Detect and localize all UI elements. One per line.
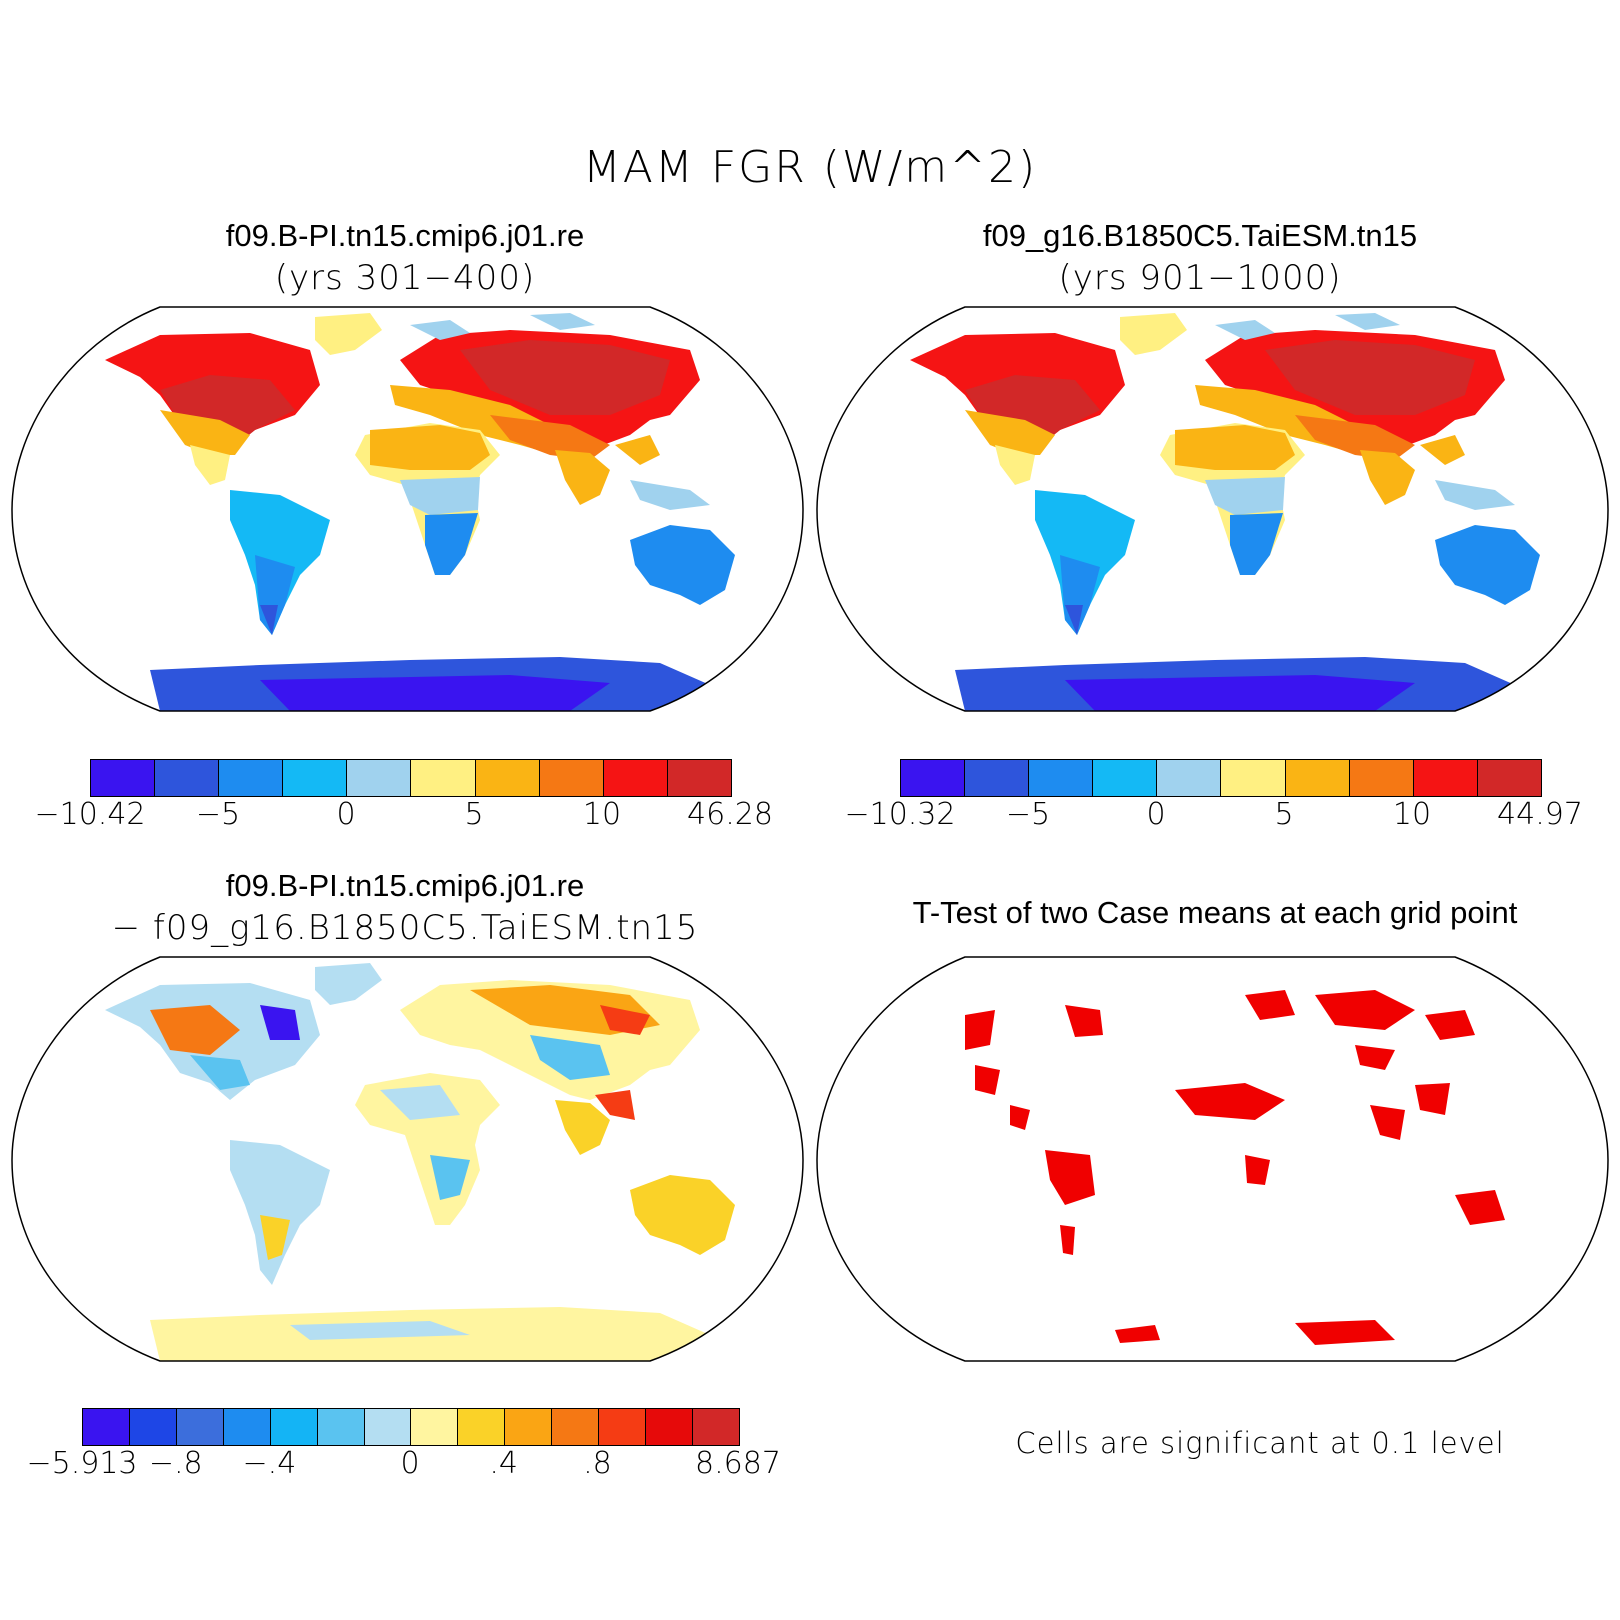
- panel3-colorbar: [82, 1408, 740, 1446]
- colorbar-box: [364, 1409, 412, 1445]
- panel3-map: [11, 956, 804, 1362]
- colorbar-box: [552, 1409, 600, 1445]
- colorbar-box: [176, 1409, 224, 1445]
- panel1-colorbar: [90, 759, 732, 797]
- colorbar-tick-label: .8: [583, 1446, 612, 1481]
- colorbar-tick-label: 44.97: [1497, 797, 1583, 832]
- panel3-subtitle: − f09_g16.B1850C5.TaiESM.tn15: [111, 908, 699, 948]
- colorbar-box: [667, 760, 731, 796]
- panel1-map: [11, 306, 804, 712]
- colorbar-tick-label: 0: [1146, 797, 1166, 832]
- colorbar-box: [1477, 760, 1541, 796]
- colorbar-box: [317, 1409, 365, 1445]
- colorbar-box: [283, 760, 348, 796]
- colorbar-tick-label: −5.913: [26, 1446, 138, 1481]
- panel4-title: T-Test of two Case means at each grid po…: [912, 895, 1518, 930]
- panel3-colorbar-labels: −5.913 −.8 −.4 0 .4 .8 8.687: [26, 1446, 780, 1486]
- colorbar-tick-label: 0: [336, 797, 356, 832]
- colorbar-box: [965, 760, 1030, 796]
- panel2-colorbar: [900, 759, 1542, 797]
- colorbar-tick-label: −10.42: [34, 797, 146, 832]
- panel2-title: f09_g16.B1850C5.TaiESM.tn15: [982, 218, 1418, 253]
- colorbar-box: [475, 760, 540, 796]
- colorbar-box: [270, 1409, 318, 1445]
- colorbar-tick-label: −5: [1005, 797, 1051, 832]
- colorbar-box: [1221, 760, 1286, 796]
- colorbar-tick-label: 5: [1274, 797, 1294, 832]
- panel1-title: f09.B-PI.tn15.cmip6.j01.re: [225, 218, 585, 253]
- colorbar-tick-label: 10: [1392, 797, 1432, 832]
- colorbar-box: [539, 760, 604, 796]
- panel2-subtitle: (yrs 901−1000): [1058, 258, 1342, 298]
- panel2-map: [816, 306, 1609, 712]
- colorbar-box: [692, 1409, 739, 1445]
- colorbar-box: [223, 1409, 271, 1445]
- colorbar-tick-label: 10: [582, 797, 622, 832]
- colorbar-box: [1349, 760, 1414, 796]
- panel4-map: [816, 956, 1609, 1362]
- colorbar-box: [1029, 760, 1094, 796]
- colorbar-box: [155, 760, 220, 796]
- colorbar-tick-label: .4: [489, 1446, 519, 1481]
- colorbar-tick-label: 0: [400, 1446, 420, 1481]
- colorbar-box: [599, 1409, 647, 1445]
- colorbar-tick-label: −10.32: [844, 797, 956, 832]
- colorbar-box: [646, 1409, 693, 1445]
- colorbar-tick-label: −.8: [148, 1446, 203, 1481]
- panel4-significance-note: Cells are significant at 0.1 level: [1015, 1426, 1505, 1460]
- colorbar-box: [91, 760, 156, 796]
- panel1-subtitle: (yrs 301−400): [274, 258, 536, 298]
- colorbar-tick-label: −.4: [242, 1446, 297, 1481]
- colorbar-box: [901, 760, 966, 796]
- main-title: MAM FGR (W/m^2): [582, 142, 1038, 193]
- colorbar-box: [603, 760, 668, 796]
- panel1-colorbar-labels: −10.42 −5 0 5 10 46.28: [34, 797, 772, 837]
- colorbar-box: [1157, 760, 1222, 796]
- colorbar-tick-label: −5: [195, 797, 241, 832]
- colorbar-box: [1285, 760, 1350, 796]
- colorbar-box: [347, 760, 412, 796]
- panel2-colorbar-labels: −10.32 −5 0 5 10 44.97: [844, 797, 1582, 837]
- panel3-title: f09.B-PI.tn15.cmip6.j01.re: [225, 868, 585, 903]
- colorbar-box: [411, 760, 476, 796]
- colorbar-box: [219, 760, 284, 796]
- colorbar-tick-label: 8.687: [695, 1446, 781, 1481]
- colorbar-tick-label: 5: [464, 797, 484, 832]
- colorbar-box: [129, 1409, 177, 1445]
- colorbar-box: [83, 1409, 130, 1445]
- colorbar-box: [1093, 760, 1158, 796]
- colorbar-tick-label: 46.28: [687, 797, 773, 832]
- colorbar-box: [1413, 760, 1478, 796]
- colorbar-box: [458, 1409, 506, 1445]
- colorbar-box: [411, 1409, 459, 1445]
- colorbar-box: [505, 1409, 553, 1445]
